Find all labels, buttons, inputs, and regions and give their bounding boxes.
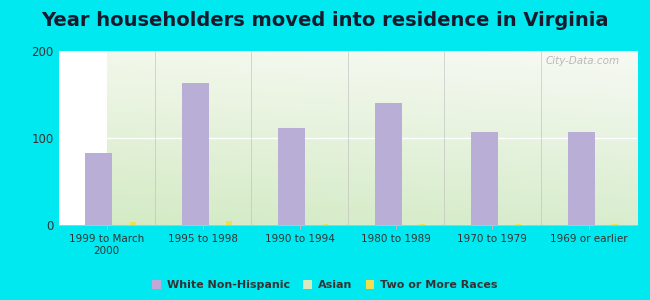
Bar — [567, 132, 595, 225]
Bar — [412, 224, 418, 225]
Bar — [612, 224, 618, 225]
Bar — [316, 224, 322, 225]
Bar — [130, 221, 136, 225]
Bar — [322, 224, 328, 225]
Text: Year householders moved into residence in Virginia: Year householders moved into residence i… — [41, 11, 609, 29]
Bar — [182, 83, 209, 225]
Bar — [220, 222, 226, 225]
Bar — [375, 103, 402, 225]
Bar — [278, 128, 306, 225]
Bar — [226, 221, 232, 225]
Bar — [515, 224, 521, 225]
Bar — [419, 224, 425, 225]
Bar — [123, 222, 129, 225]
Bar — [471, 132, 498, 225]
Bar — [605, 224, 611, 225]
Legend: White Non-Hispanic, Asian, Two or More Races: White Non-Hispanic, Asian, Two or More R… — [148, 275, 502, 294]
Bar — [509, 224, 515, 225]
Text: City-Data.com: City-Data.com — [545, 56, 619, 66]
Bar — [86, 153, 112, 225]
